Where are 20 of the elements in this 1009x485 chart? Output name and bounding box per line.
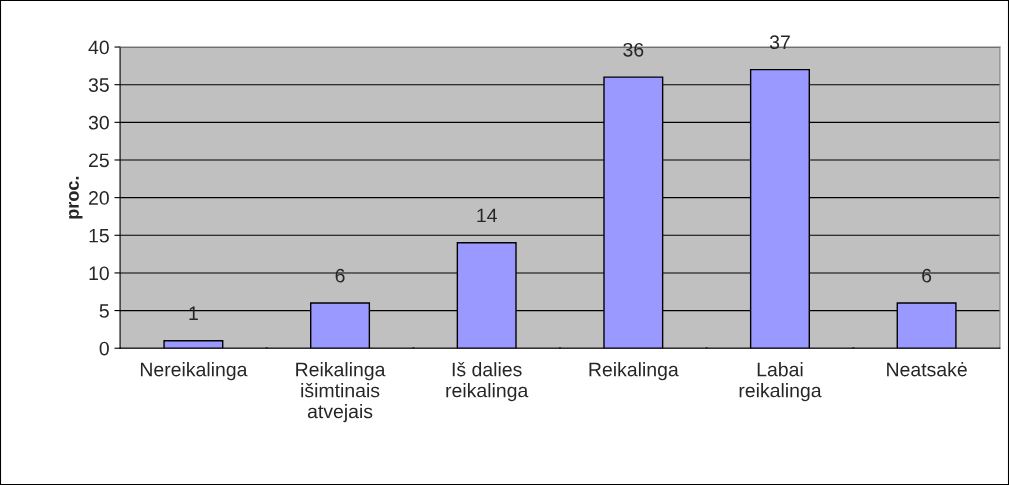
bar bbox=[163, 340, 224, 349]
y-tick-label: 35 bbox=[88, 78, 109, 92]
y-tick-label: 10 bbox=[89, 266, 109, 281]
x-tick-label: Neatsakė bbox=[887, 362, 967, 377]
y-tick-label: 40 bbox=[88, 40, 109, 55]
data-label: 37 bbox=[769, 35, 790, 50]
data-label: 14 bbox=[477, 208, 497, 223]
y-tick-label: 30 bbox=[88, 115, 109, 130]
y-tick-label: 20 bbox=[89, 191, 109, 205]
x-tick-label: Labai reikalinga bbox=[739, 362, 822, 402]
y-tick-label: 25 bbox=[89, 153, 109, 168]
y-tick-label: 15 bbox=[89, 228, 109, 243]
y-tick-label: 0 bbox=[99, 341, 109, 356]
y-tick-label: 5 bbox=[99, 304, 109, 318]
x-tick-label: Iš dalies reikalinga bbox=[446, 362, 529, 402]
x-tick-label: Reikalinga bbox=[589, 362, 679, 381]
x-tick-label: Nereikalinga bbox=[140, 362, 248, 381]
y-axis-title: proc. bbox=[68, 176, 83, 219]
data-label: 36 bbox=[623, 42, 644, 57]
x-tick-label: Reikalinga išimtinais atvejais bbox=[296, 362, 386, 423]
